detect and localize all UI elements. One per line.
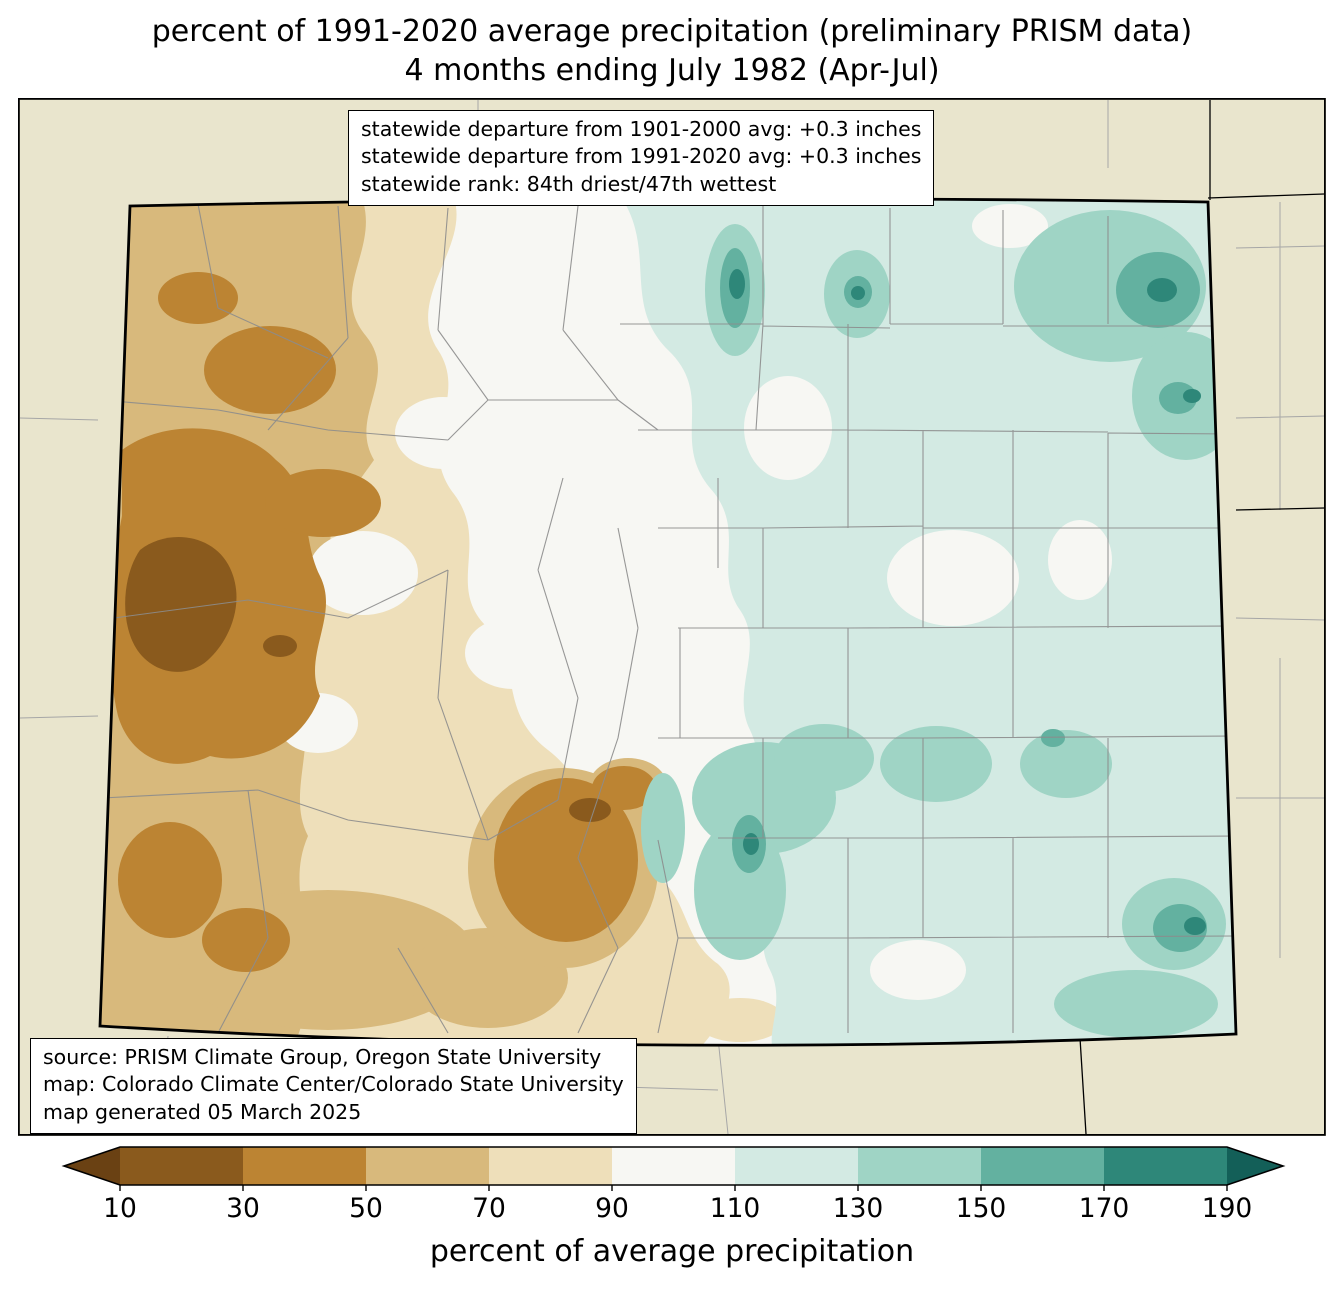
- colorbar-tick-label: 50: [349, 1194, 383, 1223]
- map-title-line2: 4 months ending July 1982 (Apr-Jul): [0, 51, 1344, 90]
- stats-line-departure-1991: statewide departure from 1991-2020 avg: …: [361, 143, 921, 170]
- colorbar-segment: [120, 1147, 243, 1185]
- colorbar-segment: [489, 1147, 612, 1185]
- stats-line-rank: statewide rank: 84th driest/47th wettest: [361, 171, 921, 198]
- colorbar-segment: [981, 1147, 1104, 1185]
- colorbar-segment: [612, 1147, 735, 1185]
- map-title-line1: percent of 1991-2020 average precipitati…: [0, 12, 1344, 51]
- colorbar-segment: [735, 1147, 858, 1185]
- colorbar-tick-label: 30: [226, 1194, 260, 1223]
- stats-box: statewide departure from 1901-2000 avg: …: [348, 110, 934, 206]
- colorbar-tick-label: 190: [1202, 1194, 1253, 1223]
- state-interior: [78, 186, 1260, 1070]
- colorbar-tick-label: 10: [103, 1194, 137, 1223]
- colorbar-axis-label: percent of average precipitation: [0, 1234, 1344, 1269]
- colorbar-under-arrow: [64, 1147, 120, 1185]
- colorbar: [56, 1146, 1288, 1192]
- source-line-generated: map generated 05 March 2025: [43, 1099, 624, 1126]
- colorbar-segment: [1104, 1147, 1227, 1185]
- colorbar-tick-label: 70: [472, 1194, 506, 1223]
- map-axes-area: statewide departure from 1901-2000 avg: …: [18, 98, 1326, 1136]
- colorbar-ticks: 10 30 50 70 90 110 130 150 170 190: [56, 1194, 1288, 1228]
- colorbar-tick-label: 130: [833, 1194, 884, 1223]
- source-line-prism: source: PRISM Climate Group, Oregon Stat…: [43, 1044, 624, 1071]
- source-box: source: PRISM Climate Group, Oregon Stat…: [30, 1038, 637, 1134]
- stats-line-departure-1901: statewide departure from 1901-2000 avg: …: [361, 116, 921, 143]
- colorbar-segment: [858, 1147, 981, 1185]
- prism-precip-map-page: percent of 1991-2020 average precipitati…: [0, 0, 1344, 1299]
- colorbar-tick-label: 170: [1079, 1194, 1130, 1223]
- source-line-map: map: Colorado Climate Center/Colorado St…: [43, 1071, 624, 1098]
- colorbar-tick-label: 150: [956, 1194, 1007, 1223]
- colorbar-segment: [243, 1147, 366, 1185]
- colorbar-segment: [366, 1147, 489, 1185]
- colorbar-tick-label: 90: [595, 1194, 629, 1223]
- colorado-precip-map: [18, 98, 1326, 1136]
- colorbar-wrap: [56, 1146, 1288, 1192]
- map-title: percent of 1991-2020 average precipitati…: [0, 12, 1344, 90]
- colorbar-tick-label: 110: [710, 1194, 761, 1223]
- colorbar-over-arrow: [1227, 1147, 1283, 1185]
